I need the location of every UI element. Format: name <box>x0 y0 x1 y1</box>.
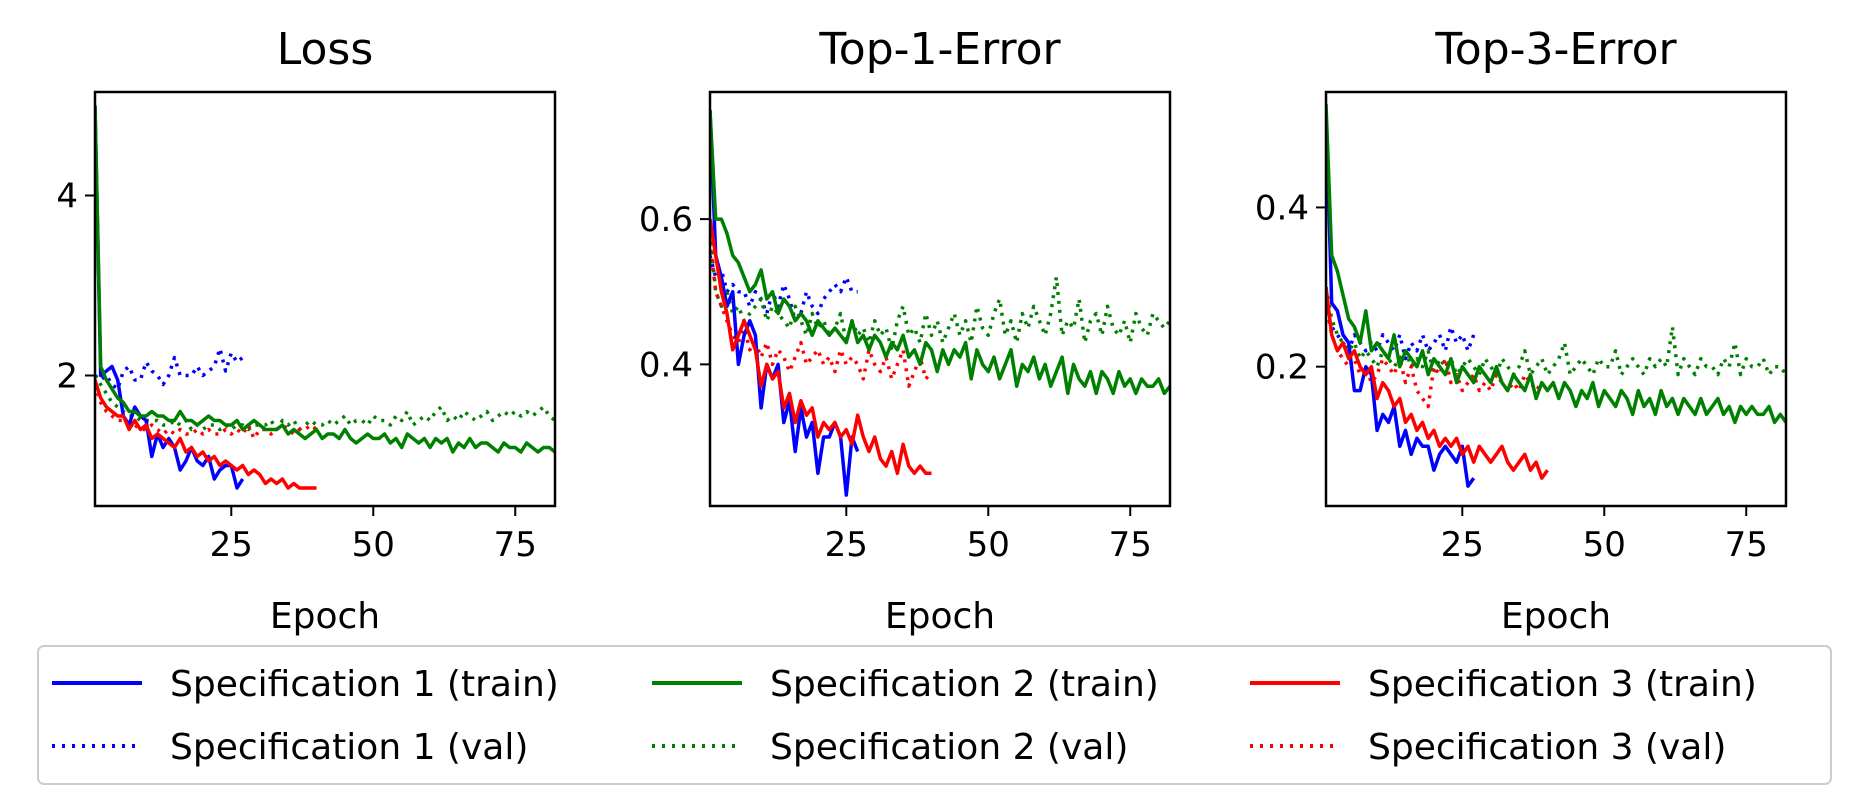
x-tick-label: 50 <box>1583 525 1626 565</box>
x-tick-label: 75 <box>1725 525 1768 565</box>
series-line-s2-val <box>1326 286 1786 377</box>
x-tick-label: 25 <box>825 525 868 565</box>
legend-label-spec1-train: Specification 1 (train) <box>170 664 559 705</box>
x-tick-label: 25 <box>1441 525 1484 565</box>
plot-frame <box>1324 90 1788 508</box>
series-line-s2-val <box>95 374 555 432</box>
plot-frame <box>708 90 1172 508</box>
x-tick-label: 75 <box>1109 525 1152 565</box>
series-line-s3-train <box>1326 286 1549 480</box>
series-line-s3-val <box>710 240 933 388</box>
y-tick-label: 0.6 <box>639 200 693 240</box>
chart-panel-3: Top-3-Error 25 50 75 0.2 0.4 Epoch <box>1255 24 1788 637</box>
legend-label-spec2-train: Specification 2 (train) <box>770 664 1159 705</box>
series-line-s2-train <box>710 110 1170 396</box>
legend-label-spec2-val: Specification 2 (val) <box>770 727 1128 768</box>
legend-label-spec1-val: Specification 1 (val) <box>170 727 528 768</box>
chart-title: Loss <box>277 24 374 75</box>
x-tick-label: 50 <box>967 525 1010 565</box>
x-tick-label: 25 <box>210 525 253 565</box>
chart-panel-1: Loss 25 50 75 2 4 Epoch <box>56 24 557 637</box>
legend-frame <box>37 645 1832 785</box>
x-tick-label: 50 <box>352 525 395 565</box>
chart-title: Top-1-Error <box>818 24 1061 75</box>
x-axis-label: Epoch <box>270 596 380 637</box>
y-tick-label: 0.4 <box>1255 188 1309 228</box>
legend-label-spec3-train: Specification 3 (train) <box>1368 664 1757 705</box>
y-tick-label: 0.2 <box>1255 348 1309 388</box>
x-axis-label: Epoch <box>1501 596 1611 637</box>
y-tick-label: 4 <box>56 177 78 217</box>
series-line-s2-val <box>710 233 1170 352</box>
series-line-s3-train <box>95 379 317 490</box>
legend-label-spec3-val: Specification 3 (val) <box>1368 727 1726 768</box>
legend: Specification 1 (train) Specification 2 … <box>37 645 1832 785</box>
chart-panel-2: Top-1-Error 25 50 75 0.4 0.6 Epoch <box>639 24 1172 637</box>
chart-title: Top-3-Error <box>1434 24 1677 75</box>
x-tick-label: 75 <box>494 525 537 565</box>
series-group <box>95 105 555 490</box>
series-group <box>710 110 1170 497</box>
series-group <box>1326 103 1786 488</box>
series-line-s3-train <box>710 218 932 476</box>
x-axis-label: Epoch <box>885 596 995 637</box>
series-line-s2-train <box>95 105 555 454</box>
series-line-s1-train <box>1326 111 1476 488</box>
y-tick-label: 2 <box>56 357 78 397</box>
plot-frame <box>93 90 557 508</box>
series-line-s2-train <box>1326 103 1786 425</box>
series-line-s1-train <box>95 105 245 490</box>
y-tick-label: 0.4 <box>639 345 693 385</box>
